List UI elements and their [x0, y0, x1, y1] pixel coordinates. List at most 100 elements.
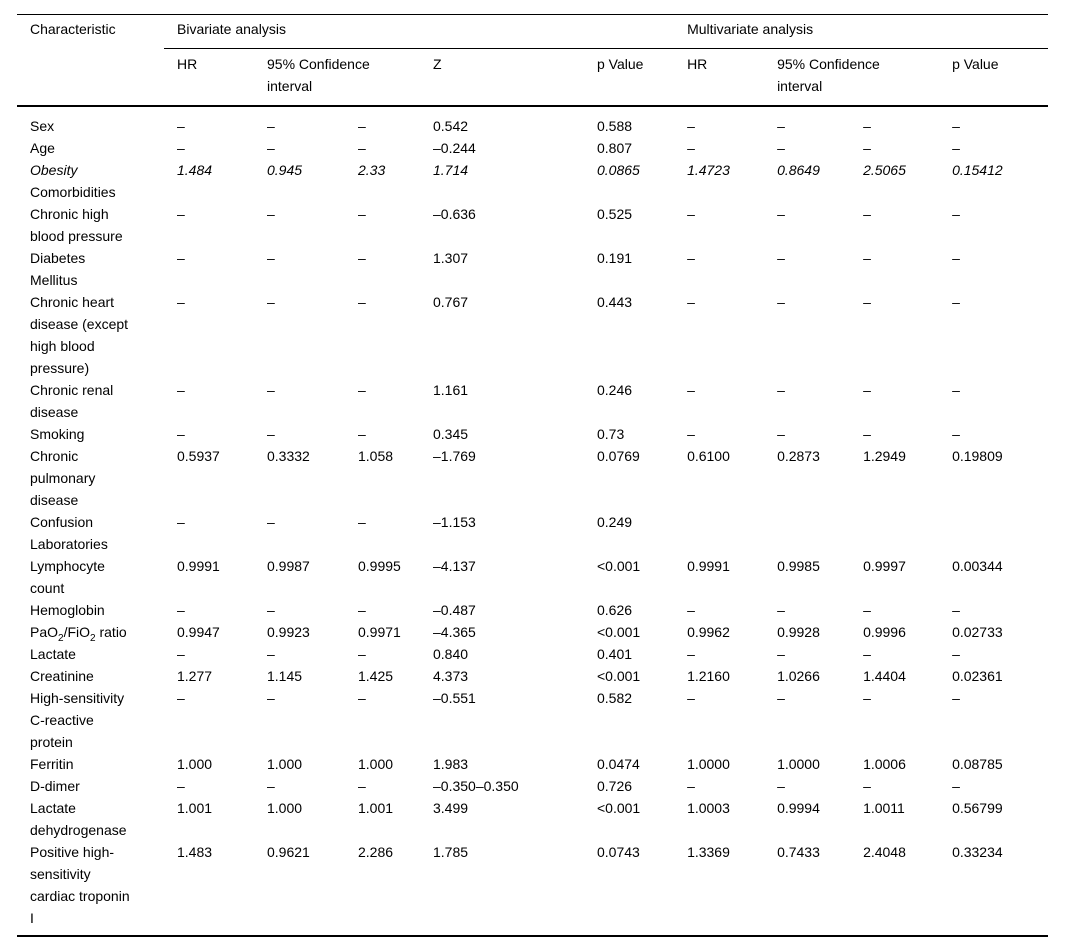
cell-bivariate-p-value: 0.726 — [597, 778, 633, 794]
cell-multivariate-p-value — [939, 181, 1048, 203]
section-header-row: Laboratories — [17, 533, 1048, 555]
cell-bivariate-ci-high: – — [358, 294, 366, 310]
cell-multivariate-ci-low: – — [777, 206, 785, 222]
cell-bivariate-ci-high: – — [358, 514, 366, 530]
column-group-bivariate-analysis: Bivariate analysis — [164, 14, 675, 49]
cell-multivariate-hr: – — [687, 294, 695, 310]
cell-multivariate-p-value: 0.19809 — [952, 448, 1003, 464]
row-label: Confusion — [30, 514, 94, 530]
cell-multivariate-hr: – — [687, 646, 695, 662]
cell-bivariate-ci-high: – — [358, 426, 366, 442]
cell-multivariate-ci-high: – — [863, 294, 871, 310]
cell-bivariate-z — [420, 181, 584, 203]
cell-bivariate-p-value: 0.0474 — [597, 756, 640, 772]
row-label: Sex — [30, 118, 55, 134]
cell-multivariate-ci-low: 1.0000 — [777, 756, 820, 772]
cell-multivariate-p-value: – — [952, 250, 960, 266]
cell-bivariate-ci-high: – — [358, 140, 366, 156]
cell-multivariate-hr — [674, 533, 764, 555]
cell-bivariate-z: –4.365 — [433, 624, 476, 640]
cell-bivariate-z — [420, 533, 584, 555]
row-label: Diabetes Mellitus — [30, 250, 86, 288]
cell-bivariate-ci-high: 1.001 — [358, 800, 394, 816]
cell-multivariate-ci-high: 1.0006 — [863, 756, 906, 772]
confidence-interval-label: 95% Confidence interval — [777, 56, 880, 94]
cell-multivariate-p-value: – — [952, 140, 960, 156]
cell-multivariate-p-value: 0.00344 — [952, 558, 1003, 574]
cell-bivariate-hr: 1.484 — [177, 162, 213, 178]
cell-bivariate-ci-low: – — [267, 140, 275, 156]
cell-multivariate-hr: 0.9962 — [687, 624, 730, 640]
cell-bivariate-ci-low — [254, 533, 345, 555]
cell-bivariate-hr: – — [177, 118, 185, 134]
cell-multivariate-hr: 1.0000 — [687, 756, 730, 772]
cell-bivariate-hr: 0.9991 — [177, 558, 220, 574]
table-row: High-sensitivity C-reactive protein – – – –0… — [17, 687, 1048, 753]
table-row: D-dimer – – – –0.350–0.350 0.726 – – – – — [17, 775, 1048, 797]
subscript-text: 2 — [90, 632, 96, 644]
cell-multivariate-p-value: – — [952, 382, 960, 398]
cell-multivariate-ci-high: – — [863, 778, 871, 794]
cell-multivariate-hr: – — [687, 602, 695, 618]
table-row: Diabetes Mellitus – – – 1.307 0.191 – – – – — [17, 247, 1048, 291]
cell-bivariate-z: 1.161 — [433, 382, 469, 398]
cell-bivariate-ci-high: – — [358, 250, 366, 266]
cell-multivariate-ci-low: – — [777, 294, 785, 310]
row-label: Obesity — [30, 162, 78, 178]
cell-multivariate-ci-low: 0.9928 — [777, 624, 820, 640]
cell-multivariate-hr: 1.4723 — [687, 162, 730, 178]
cell-multivariate-hr: 0.6100 — [687, 448, 730, 464]
table-row: Lactate dehydrogenase 1.001 1.000 1.001 3.49… — [17, 797, 1048, 841]
table-row: Hemoglobin – – – –0.487 0.626 – – – – — [17, 599, 1048, 621]
cell-bivariate-z: –0.551 — [433, 690, 476, 706]
table-subheader-row: HR 95% Confidence interval Z p Value HR … — [17, 49, 1048, 107]
cell-multivariate-ci-low: – — [777, 140, 785, 156]
cell-bivariate-z: 3.499 — [433, 800, 469, 816]
cell-bivariate-hr: 1.000 — [177, 756, 213, 772]
cell-bivariate-hr — [164, 181, 254, 203]
cell-bivariate-z: 1.714 — [433, 162, 469, 178]
cell-multivariate-hr: 1.2160 — [687, 668, 730, 684]
cell-multivariate-ci-high: 1.4404 — [863, 668, 906, 684]
cell-bivariate-hr: 0.9947 — [177, 624, 220, 640]
cell-multivariate-ci-high: 2.5065 — [863, 162, 906, 178]
confidence-interval-label: 95% Confidence interval — [267, 56, 370, 94]
cell-bivariate-hr: – — [177, 382, 185, 398]
cell-bivariate-p-value: 0.249 — [597, 514, 633, 530]
cell-bivariate-hr: 0.5937 — [177, 448, 220, 464]
cell-bivariate-p-value — [584, 181, 674, 203]
cell-multivariate-ci-low: 0.9985 — [777, 558, 820, 574]
cell-multivariate-p-value — [939, 533, 1048, 555]
cell-bivariate-ci-low: – — [267, 118, 275, 134]
cell-bivariate-hr: – — [177, 690, 185, 706]
column-header-bivariate-p-value: p Value — [597, 56, 644, 72]
cell-bivariate-ci-high: 2.286 — [345, 841, 420, 937]
cell-multivariate-ci-high: – — [863, 382, 871, 398]
column-header-characteristic: Characteristic — [30, 21, 116, 37]
cell-bivariate-hr: – — [177, 294, 185, 310]
cell-bivariate-p-value: 0.246 — [597, 382, 633, 398]
column-header-bivariate-z: Z — [433, 56, 442, 72]
cell-multivariate-p-value: 0.02361 — [952, 668, 1003, 684]
cell-bivariate-z: 0.345 — [433, 426, 469, 442]
cell-multivariate-ci-high — [850, 533, 939, 555]
table-row: Chronic heart disease (except high blood… — [17, 291, 1048, 379]
cell-multivariate-ci-high: – — [863, 140, 871, 156]
cell-bivariate-p-value: <0.001 — [597, 668, 641, 684]
cell-multivariate-p-value: – — [952, 646, 960, 662]
cell-multivariate-ci-low — [764, 181, 850, 203]
cell-multivariate-ci-high: – — [863, 250, 871, 266]
cell-bivariate-hr — [164, 533, 254, 555]
subscript-text: 2 — [58, 632, 64, 644]
cell-bivariate-p-value: 0.0865 — [597, 162, 640, 178]
row-label: High-sensitivity C-reactive protein — [30, 690, 125, 750]
cell-bivariate-ci-low: 1.000 — [267, 800, 303, 816]
cell-multivariate-ci-high: – — [863, 602, 871, 618]
cell-bivariate-z: 1.785 — [420, 841, 584, 937]
cell-multivariate-ci-high — [850, 181, 939, 203]
cell-multivariate-p-value: 0.02733 — [952, 624, 1003, 640]
cell-multivariate-ci-low: 0.8649 — [777, 162, 820, 178]
column-header-bivariate-hr: HR — [177, 56, 198, 72]
cell-bivariate-hr: – — [177, 514, 185, 530]
cell-bivariate-ci-high: 0.9971 — [358, 624, 401, 640]
